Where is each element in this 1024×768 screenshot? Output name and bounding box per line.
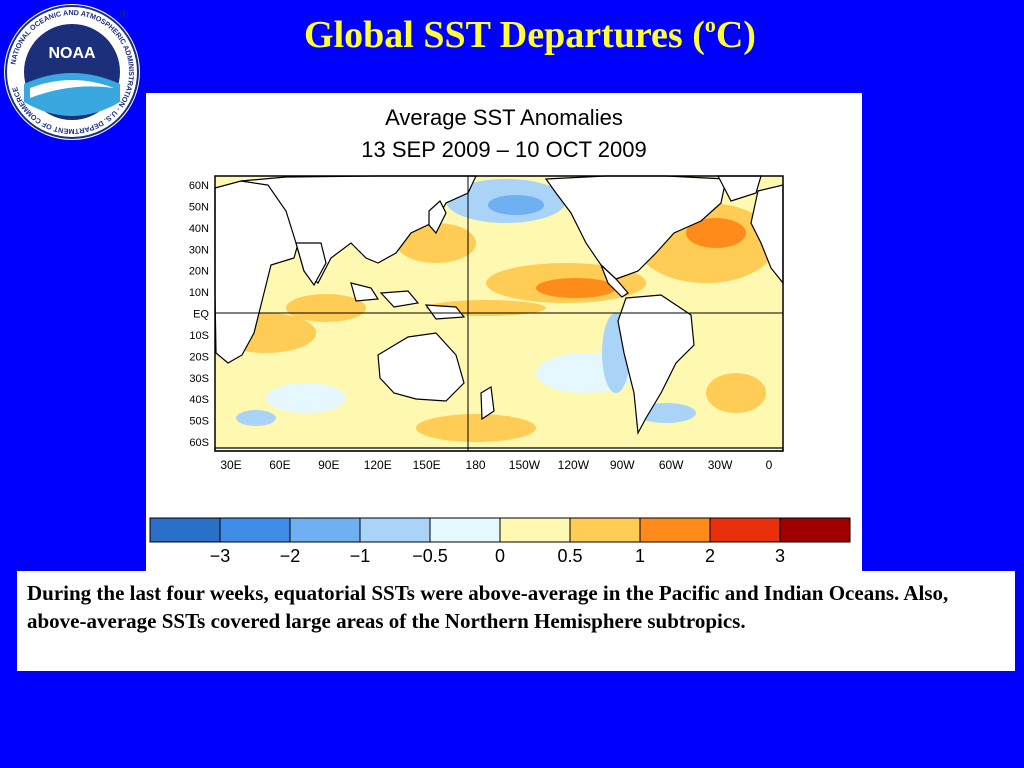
blob-npac-cool-core: [488, 195, 544, 215]
noaa-logo-text: NOAA: [48, 45, 96, 62]
lat-label: 10N: [189, 287, 209, 299]
sst-map-panel: Average SST Anomalies 13 SEP 2009 – 10 O…: [146, 93, 862, 571]
blob-sw-indian-cool: [236, 410, 276, 426]
legend-tick-label: 0.5: [557, 546, 582, 566]
land-india: [295, 242, 327, 287]
legend-tick-label: 1: [635, 546, 645, 566]
noaa-logo-icon: NOAA NATIONAL OCEANIC AND ATMOSPHERIC AD…: [4, 4, 140, 140]
legend-swatch: [499, 517, 571, 543]
land-new-zealand: [480, 386, 495, 421]
legend-tick-label: 0: [495, 546, 505, 566]
land-indonesia-1: [350, 282, 380, 302]
blob-southern-warm: [416, 414, 536, 442]
land-japan: [428, 200, 447, 235]
lat-label: 20N: [189, 266, 209, 278]
blob-wpac-warm: [396, 223, 476, 263]
land-new-guinea: [424, 304, 466, 320]
blob-natl-hot: [686, 218, 746, 248]
lat-label: 60N: [189, 180, 209, 192]
lat-label: 20S: [189, 351, 209, 363]
blob-indian-eq-warm: [286, 294, 366, 322]
legend-swatch: [429, 517, 501, 543]
legend-swatch: [709, 517, 781, 543]
lon-label: 90W: [610, 458, 635, 472]
land-north-america: [544, 175, 727, 280]
lat-label: 50S: [189, 416, 209, 428]
map-title-line2: 13 SEP 2009 – 10 OCT 2009: [361, 137, 646, 162]
lat-label: 40S: [189, 394, 209, 406]
legend-swatch: [149, 517, 221, 543]
land-south-america: [617, 294, 695, 436]
latitude-labels: 60N 50N 40N 30N 20N 10N EQ 10S 20S 30S 40S 50S 60S: [189, 180, 210, 449]
lon-label: 30W: [708, 458, 733, 472]
lon-label: 60W: [659, 458, 684, 472]
map-frame: [214, 175, 784, 452]
map-title-line1: Average SST Anomalies: [385, 105, 623, 130]
land-central-america: [600, 264, 629, 298]
caption-box: During the last four weeks, equatorial S…: [17, 571, 1015, 671]
legend-tick-label: −1: [350, 546, 371, 566]
legend-tick-labels: −3 −2 −1 −0.5 0 0.5 1 2 3: [210, 546, 785, 566]
color-legend: [149, 517, 851, 543]
caption-text: During the last four weeks, equatorial S…: [27, 581, 949, 633]
land-australia: [377, 332, 465, 402]
lon-label: 150E: [413, 458, 441, 472]
lat-label: EQ: [193, 309, 209, 321]
blob-sindian-neutral: [266, 383, 346, 413]
legend-swatch: [289, 517, 361, 543]
legend-swatch: [359, 517, 431, 543]
lon-label: 0: [766, 458, 773, 472]
legend-tick-label: 2: [705, 546, 715, 566]
lat-label: 10S: [189, 330, 209, 342]
legend-swatch: [779, 517, 851, 543]
lat-label: 30S: [189, 373, 209, 385]
lon-label: 120W: [558, 458, 590, 472]
lon-label: 30E: [220, 458, 241, 472]
lon-label: 90E: [318, 458, 339, 472]
lat-label: 40N: [189, 223, 209, 235]
lon-label: 180: [466, 458, 486, 472]
lat-label: 30N: [189, 244, 209, 256]
legend-tick-label: −3: [210, 546, 231, 566]
registered-mark: ®: [120, 9, 128, 21]
legend-swatch: [219, 517, 291, 543]
lon-label: 120E: [364, 458, 392, 472]
legend-swatch: [639, 517, 711, 543]
lat-label: 50N: [189, 201, 209, 213]
legend-swatch: [569, 517, 641, 543]
land-indonesia-2: [379, 290, 420, 308]
lon-label: 60E: [269, 458, 290, 472]
blob-satl-warm: [706, 373, 766, 413]
lon-label: 150W: [509, 458, 541, 472]
longitude-labels: 30E 60E 90E 120E 150E 180 150W 120W 90W 60W 30W 0: [220, 458, 772, 472]
lat-label: 60S: [189, 437, 209, 449]
blob-epac-hot: [536, 278, 616, 298]
legend-tick-label: −0.5: [412, 546, 448, 566]
sst-anomaly-map: Average SST Anomalies 13 SEP 2009 – 10 O…: [149, 105, 851, 566]
page-title: Global SST Departures (oC): [190, 12, 870, 58]
title-end: C): [715, 14, 756, 56]
legend-tick-label: −2: [280, 546, 301, 566]
title-degree: o: [704, 12, 716, 37]
title-main: Global SST Departures (: [304, 14, 705, 56]
legend-tick-label: 3: [775, 546, 785, 566]
